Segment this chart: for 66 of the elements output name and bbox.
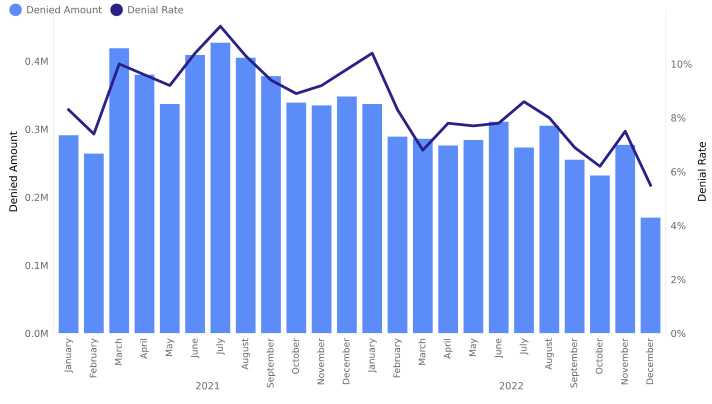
x-tick-label: October <box>596 338 603 374</box>
bar <box>488 122 509 334</box>
bar <box>160 104 180 334</box>
bar <box>564 160 584 334</box>
x-tick-label: May <box>166 338 174 356</box>
bar <box>615 144 636 334</box>
x-tick-label: December <box>646 338 654 384</box>
x-tick-label: December <box>342 338 350 384</box>
bar <box>337 96 357 334</box>
bar <box>286 102 306 334</box>
y-tick-label: 0.1M <box>25 262 48 270</box>
bar <box>109 48 130 334</box>
y-tick-label: 0.0M <box>25 330 48 338</box>
x-tick-label: April <box>444 339 452 359</box>
x-tick-label: September <box>570 338 579 388</box>
x-tick-label: February <box>393 338 402 378</box>
y-tick-label: 0.2M <box>25 194 48 202</box>
x-tick-label: August <box>545 338 554 370</box>
y-tick-label: 0.4M <box>25 58 48 65</box>
bar <box>362 104 382 334</box>
y2-axis-title: Denial Rate <box>698 142 706 201</box>
bar <box>58 135 78 334</box>
bar <box>388 136 408 334</box>
x-tick-label: January <box>368 338 377 373</box>
y2-tick-label: 0% <box>671 330 686 338</box>
y-tick-label: 0.3M <box>25 126 48 134</box>
y2-tick-label: 2% <box>671 276 686 284</box>
x-tick-label: January <box>64 338 73 373</box>
legend-label: Denied Amount <box>27 6 102 14</box>
x-tick-label: November <box>620 338 628 384</box>
x-tick-label: July <box>520 338 528 355</box>
x-tick-label: October <box>292 338 299 374</box>
bar <box>438 146 458 334</box>
x-tick-label: April <box>140 339 149 359</box>
line-series <box>67 24 652 187</box>
bar <box>640 218 660 334</box>
bar <box>412 138 433 334</box>
x-tick-label: July <box>216 338 225 355</box>
bar <box>464 140 484 334</box>
bar <box>261 76 281 334</box>
y2-tick-label: 6% <box>671 168 686 176</box>
x-tick-label: May <box>469 338 478 356</box>
bar <box>210 42 230 334</box>
bar <box>514 148 534 334</box>
x-tick-label: June <box>494 338 504 358</box>
bar <box>134 74 154 334</box>
x-tick-label: August <box>242 338 250 370</box>
bar <box>312 105 332 334</box>
bar <box>84 154 104 334</box>
bar <box>185 55 205 334</box>
x-tick-label: September <box>266 338 276 388</box>
x-tick-label: June <box>191 338 200 358</box>
x-tick-label: November <box>317 338 324 384</box>
bar <box>236 58 256 334</box>
y2-tick-label: 8% <box>671 114 686 122</box>
bar <box>539 126 560 334</box>
bar <box>590 175 610 334</box>
legend-label: Denial Rate <box>128 6 184 14</box>
y-axis-title: Denied Amount <box>9 131 18 212</box>
x-tick-label: February <box>90 338 98 378</box>
text: 2021 <box>196 382 220 390</box>
x-tick-label: March <box>114 338 122 365</box>
y2-tick-label: 10% <box>672 60 692 68</box>
x-tick-label: March <box>418 338 426 365</box>
y2-tick-label: 4% <box>671 222 686 230</box>
text: 2022 <box>500 382 523 390</box>
